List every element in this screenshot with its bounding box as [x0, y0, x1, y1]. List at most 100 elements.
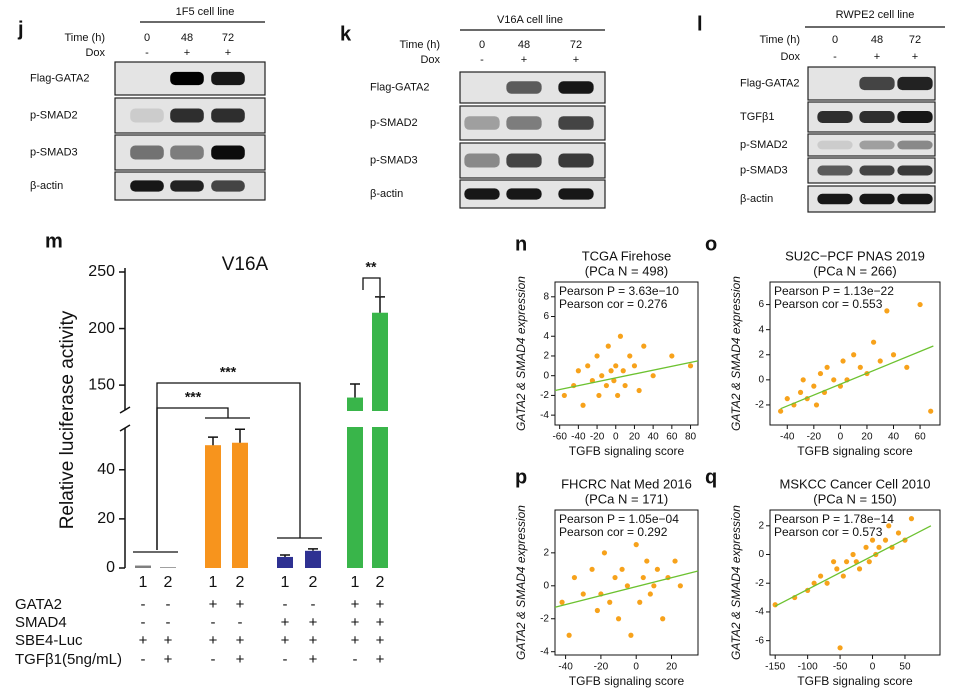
condition-value: +: [281, 614, 290, 631]
plot-frame: [769, 509, 941, 656]
condition-value: -: [141, 614, 146, 631]
condition-value: -: [141, 651, 146, 668]
condition-value: +: [139, 632, 148, 649]
point: [599, 373, 605, 379]
point: [605, 343, 611, 349]
x-tick-label: 50: [899, 662, 911, 673]
blot-band: [558, 81, 594, 94]
blot-band: [170, 108, 204, 123]
point: [607, 599, 613, 605]
dox-value: -: [145, 47, 149, 59]
y-tick-label: -4: [540, 410, 549, 421]
y-axis-label: GATA2 & SMAD4 expression: [729, 276, 743, 431]
dox-label: Dox: [780, 51, 800, 63]
condition-value: +: [376, 651, 385, 668]
blot-band: [558, 116, 594, 130]
bar: [232, 442, 248, 568]
point: [620, 368, 626, 374]
blot-row-label: p-SMAD2: [740, 139, 788, 151]
significance-bracket: [362, 277, 381, 296]
x-tick-label: 0: [613, 432, 619, 443]
point: [580, 402, 586, 408]
panel-letter: o: [705, 233, 717, 255]
y-tick-label: 6: [543, 311, 549, 322]
point: [628, 632, 634, 638]
significance-bracket: [156, 382, 301, 550]
x-tick-label: 0: [633, 662, 639, 673]
blot-band: [817, 111, 853, 123]
point: [651, 583, 657, 589]
dox-label: Dox: [85, 47, 105, 59]
blot-band: [897, 111, 933, 123]
point: [830, 559, 837, 565]
x-tick-label: -150: [765, 662, 785, 673]
bar: [305, 550, 321, 568]
point: [831, 377, 837, 383]
y-axis-label: GATA2 & SMAD4 expression: [514, 505, 528, 660]
stat-annotation: Pearson cor = 0.276: [559, 297, 668, 311]
x-tick-label: 80: [685, 432, 697, 443]
condition-value: -: [283, 596, 288, 613]
point: [928, 408, 934, 414]
y-tick-label: -2: [755, 400, 764, 411]
point: [627, 353, 633, 359]
point: [908, 516, 915, 522]
point: [834, 566, 840, 572]
dox-value: +: [874, 51, 880, 63]
chart-title: V16A: [222, 254, 269, 275]
point: [884, 308, 890, 314]
blot-band: [859, 165, 895, 176]
time-label: Time (h): [64, 32, 105, 44]
point: [640, 574, 646, 581]
stat-annotation: Pearson cor = 0.573: [774, 525, 883, 539]
blot-row-label: β-actin: [740, 193, 773, 205]
blot-row-label: Flag-GATA2: [370, 81, 430, 93]
condition-value: -: [141, 596, 146, 613]
condition-value: -: [311, 596, 316, 613]
chart-subtitle: (PCa N = 150): [813, 491, 896, 506]
axis-break: [119, 406, 131, 414]
point: [811, 383, 817, 389]
blot-row-label: Flag-GATA2: [740, 77, 800, 89]
x-tick-label: -20: [807, 432, 822, 443]
point: [615, 392, 621, 399]
bar: [135, 565, 151, 568]
x-tick-label: 40: [648, 432, 660, 443]
y-tick-label: 0: [543, 580, 549, 591]
blot-band: [506, 188, 542, 200]
x-tick-label: 2: [236, 574, 245, 591]
condition-value: +: [209, 596, 218, 613]
condition-value: +: [164, 632, 173, 649]
condition-value: +: [351, 596, 360, 613]
condition-value: +: [309, 614, 318, 631]
blot-row-label: p-SMAD2: [370, 117, 418, 129]
point: [784, 396, 790, 402]
point: [890, 352, 897, 358]
time-label: Time (h): [399, 39, 440, 51]
x-tick-label: 2: [164, 574, 173, 591]
blot-title: RWPE2 cell line: [836, 9, 915, 21]
plot-frame: [769, 281, 941, 426]
x-tick-label: 20: [629, 432, 641, 443]
dox-value: +: [184, 47, 190, 59]
x-tick-label: 1: [139, 574, 148, 591]
y-tick-label: 250: [88, 263, 115, 280]
y-tick-label: -4: [755, 607, 764, 618]
condition-label: GATA2: [15, 596, 62, 613]
condition-value: +: [164, 651, 173, 668]
point: [612, 574, 618, 581]
point: [660, 616, 666, 622]
point: [619, 566, 625, 572]
dox-value: +: [225, 47, 231, 59]
point: [800, 377, 806, 383]
x-tick-label: -20: [590, 432, 605, 443]
condition-value: +: [236, 632, 245, 649]
blot-row-label: p-SMAD3: [30, 146, 78, 158]
point: [857, 364, 863, 370]
y-tick-label: -2: [540, 613, 549, 624]
point: [631, 363, 638, 369]
chart-subtitle: (PCa N = 266): [813, 263, 896, 278]
blot-band: [464, 153, 500, 168]
condition-value: -: [166, 614, 171, 631]
